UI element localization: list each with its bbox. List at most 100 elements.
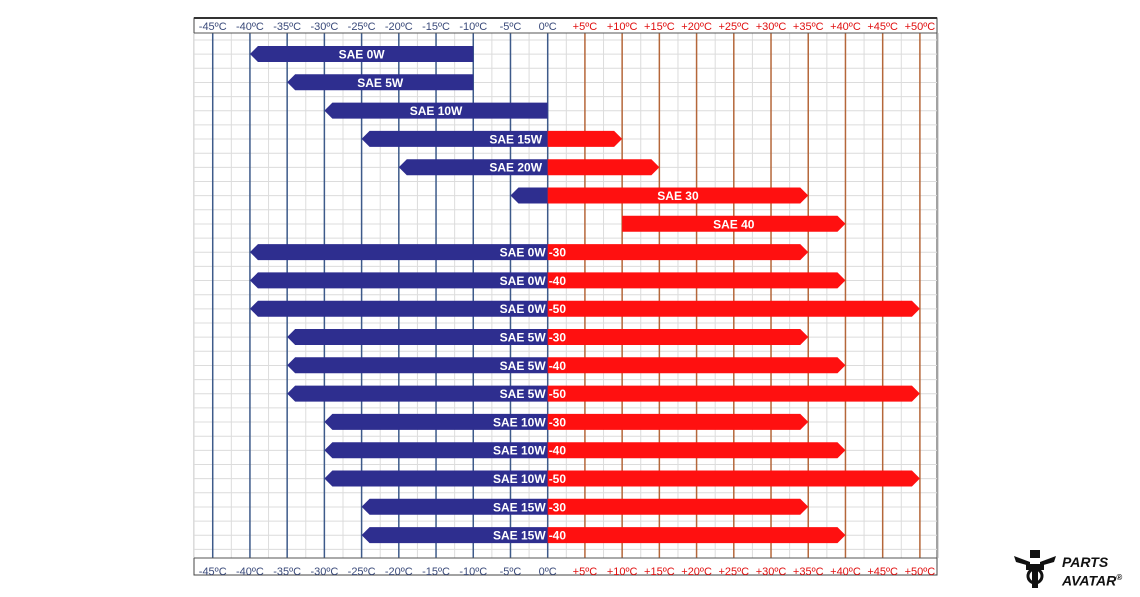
top-tick-label: +45ºC xyxy=(867,21,898,33)
bottom-tick-label: +10ºC xyxy=(607,566,638,578)
bottom-tick-label: +40ºC xyxy=(830,566,861,578)
bottom-tick-label: -15ºC xyxy=(422,566,450,578)
grade-label: SAE 40 xyxy=(713,217,755,231)
hot-range-bar xyxy=(547,527,846,544)
bottom-tick-label: +20ºC xyxy=(681,566,712,578)
grade-label: SAE 0W xyxy=(500,302,547,316)
top-tick-label: -25ºC xyxy=(348,21,376,33)
bottom-tick-label: -25ºC xyxy=(348,566,376,578)
top-tick-label: 0ºC xyxy=(539,21,557,33)
cold-range-bar xyxy=(287,385,548,402)
bottom-tick-label: -45ºC xyxy=(199,566,227,578)
cold-range-bar xyxy=(249,272,548,289)
grade-suffix-label: -40 xyxy=(549,529,567,543)
grade-label: SAE 10W xyxy=(493,415,546,429)
hot-range-bar xyxy=(547,159,660,176)
top-tick-label: +10ºC xyxy=(607,21,638,33)
cold-range-bar xyxy=(510,187,548,204)
bottom-tick-label: -10ºC xyxy=(459,566,487,578)
bottom-tick-label: +45ºC xyxy=(867,566,898,578)
cold-range-bar xyxy=(287,329,548,345)
grade-suffix-label: -50 xyxy=(549,387,567,401)
grade-label: SAE 0W xyxy=(339,48,386,62)
grade-label: SAE 5W xyxy=(357,76,404,90)
hot-range-bar xyxy=(547,130,623,147)
registered-mark: ® xyxy=(1116,573,1123,582)
hot-range-bar xyxy=(547,187,809,204)
top-tick-label: -10ºC xyxy=(459,21,487,33)
top-tick-label: +15ºC xyxy=(644,21,675,33)
bottom-tick-label: +5ºC xyxy=(573,566,598,578)
grade-label: SAE 5W xyxy=(500,331,547,345)
top-tick-label: -20ºC xyxy=(385,21,413,33)
cold-range-bar xyxy=(361,498,548,515)
top-tick-label: -5ºC xyxy=(500,21,522,33)
bottom-tick-label: -5ºC xyxy=(500,566,522,578)
grade-suffix-label: -30 xyxy=(549,331,567,345)
cold-range-bar xyxy=(398,159,548,176)
cold-range-bar xyxy=(324,442,548,459)
parts-avatar-logo: PARTS AVATAR® xyxy=(1012,546,1137,592)
grade-suffix-label: -30 xyxy=(549,500,567,514)
grade-suffix-label: -40 xyxy=(549,359,567,373)
bottom-tick-label: +50ºC xyxy=(905,566,936,578)
bottom-tick-label: -20ºC xyxy=(385,566,413,578)
grade-label: SAE 0W xyxy=(500,274,547,288)
bottom-tick-label: 0ºC xyxy=(539,566,557,578)
cold-range-bar xyxy=(287,357,548,374)
hot-range-bar xyxy=(547,244,809,261)
grade-suffix-label: -40 xyxy=(549,444,567,458)
grade-suffix-label: -30 xyxy=(549,246,567,260)
bottom-tick-label: +35ºC xyxy=(793,566,824,578)
logo-text-avatar: AVATAR xyxy=(1062,572,1117,589)
cold-range-bar xyxy=(361,527,548,544)
top-tick-label: +40ºC xyxy=(830,21,861,33)
grade-label: SAE 15W xyxy=(489,132,542,146)
grade-label: SAE 20W xyxy=(489,161,542,175)
grade-label: SAE 0W xyxy=(500,246,547,260)
hot-range-bar xyxy=(547,385,920,402)
top-tick-label: +35ºC xyxy=(793,21,824,33)
top-tick-label: -40ºC xyxy=(236,21,264,33)
grade-label: SAE 5W xyxy=(500,359,547,373)
hot-range-bar xyxy=(547,300,920,317)
hot-range-bar xyxy=(547,442,846,459)
top-tick-label: -35ºC xyxy=(273,21,301,33)
grade-suffix-label: -40 xyxy=(549,274,567,288)
hot-range-bar xyxy=(547,470,920,487)
top-tick-label: +5ºC xyxy=(573,21,598,33)
hot-range-bar xyxy=(547,498,809,515)
grade-label: SAE 5W xyxy=(500,387,547,401)
cold-range-bar xyxy=(249,244,548,261)
hot-range-bar xyxy=(622,215,846,232)
top-tick-label: -45ºC xyxy=(199,21,227,33)
cold-range-bar xyxy=(287,74,474,91)
cold-range-bar xyxy=(324,470,548,487)
cold-range-bar xyxy=(249,46,474,62)
hot-range-bar xyxy=(547,272,846,289)
logo-text-parts: PARTS xyxy=(1062,554,1109,570)
bottom-tick-label: +25ºC xyxy=(718,566,749,578)
cold-range-bar xyxy=(249,300,548,317)
bottom-tick-label: -40ºC xyxy=(236,566,264,578)
top-tick-label: -15ºC xyxy=(422,21,450,33)
bottom-tick-label: -30ºC xyxy=(310,566,338,578)
grade-label: SAE 10W xyxy=(493,472,546,486)
hot-range-bar xyxy=(547,357,846,374)
bottom-tick-label: +30ºC xyxy=(756,566,787,578)
top-tick-label: +50ºC xyxy=(905,21,936,33)
grade-suffix-label: -50 xyxy=(549,302,567,316)
grade-suffix-label: -50 xyxy=(549,472,567,486)
grade-label: SAE 30 xyxy=(657,189,699,203)
top-tick-label: +30ºC xyxy=(756,21,787,33)
cold-range-bar xyxy=(361,130,548,147)
top-tick-label: -30ºC xyxy=(310,21,338,33)
hot-range-bar xyxy=(547,329,809,345)
cold-range-bar xyxy=(324,102,548,119)
top-tick-label: +25ºC xyxy=(718,21,749,33)
grade-label: SAE 15W xyxy=(493,529,546,543)
winged-pa-emblem-icon xyxy=(1014,550,1056,588)
grade-suffix-label: -30 xyxy=(549,415,567,429)
grade-label: SAE 15W xyxy=(493,500,546,514)
